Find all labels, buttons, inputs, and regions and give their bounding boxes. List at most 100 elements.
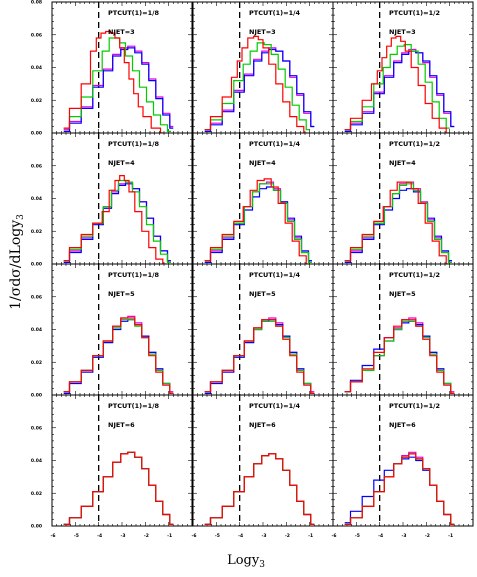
series-blue	[63, 451, 174, 525]
y-tick-label: 0.04	[31, 458, 42, 464]
series-blue	[204, 48, 315, 132]
series-red	[344, 319, 455, 394]
panel-frame	[51, 394, 193, 527]
series-group	[344, 317, 455, 394]
panel-4: 0.00 0.02 0.04 0.06 PTCUT(1)=1/8 NJET=4	[31, 132, 193, 268]
series-green	[344, 183, 452, 263]
series-red	[204, 319, 315, 394]
njet-annotation: NJET=5	[108, 290, 135, 298]
panel-frame	[51, 263, 193, 396]
y-tick-label: 0.00	[31, 524, 42, 530]
x-tick-label: -3	[402, 533, 407, 539]
series-group	[344, 35, 455, 133]
panel-frame	[332, 1, 474, 134]
x-tick-label: -3	[262, 533, 267, 539]
x-tick-label: -4	[97, 533, 102, 539]
x-tick-label: -2	[144, 533, 149, 539]
njet-annotation: NJET=3	[249, 28, 276, 36]
x-tick-label: -2	[425, 533, 430, 539]
series-red	[63, 317, 174, 394]
x-tick-label: -6	[332, 533, 337, 539]
ptcut-annotation: PTCUT(1)=1/8	[108, 271, 159, 279]
x-tick-label: -5	[215, 533, 220, 539]
series-group	[344, 181, 452, 264]
series-magenta	[204, 181, 312, 262]
series-blue	[344, 50, 455, 132]
y-tick-label: 0.02	[31, 360, 42, 366]
series-magenta	[63, 451, 174, 525]
y-axis-label-main: 1/σdσ/dLogy	[8, 220, 24, 310]
x-axis-label: Logy3	[227, 553, 265, 570]
y-tick-label: 0.00	[31, 131, 42, 137]
series-magenta	[344, 181, 452, 262]
series-red	[63, 451, 174, 525]
njet-annotation: NJET=6	[249, 421, 276, 429]
panel-frame	[332, 132, 474, 265]
series-red	[63, 30, 164, 133]
series-green	[63, 451, 174, 525]
series-red	[344, 453, 455, 525]
y-tick-label: 0.02	[31, 98, 42, 104]
panel-frame	[192, 1, 334, 134]
series-magenta	[204, 453, 315, 525]
ptcut-annotation: PTCUT(1)=1/8	[108, 140, 159, 148]
panel-12: -6 -5 -4 -3 -2 -1 PTCUT(1)=1/2 NJET=6	[332, 394, 474, 539]
x-axis-label-main: Logy	[227, 553, 260, 568]
ptcut-annotation: PTCUT(1)=1/2	[389, 9, 440, 17]
panel-1: 0.00 0.02 0.04 0.06 0.08 PTCUT(1)=1/8 NJET=3	[31, 0, 193, 137]
panel-frame	[192, 263, 334, 396]
njet-annotation: NJET=5	[249, 290, 276, 298]
series-green	[344, 44, 450, 131]
series-blue	[344, 188, 452, 263]
series-group	[204, 35, 315, 133]
panel-grid: 0.00 0.02 0.04 0.06 0.08 PTCUT(1)=1/8 NJET=3 PT…	[31, 0, 474, 539]
series-red	[344, 181, 450, 264]
series-group	[204, 178, 312, 264]
x-axis-label-subscript: 3	[259, 560, 265, 570]
x-tick-label: -6	[192, 533, 197, 539]
series-group	[204, 453, 315, 525]
x-tick-label: -1	[167, 533, 172, 539]
y-tick-label: 0.04	[31, 196, 42, 202]
y-axis-label-subscript: 3	[16, 214, 26, 220]
ptcut-annotation: PTCUT(1)=1/2	[389, 271, 440, 279]
njet-annotation: NJET=6	[389, 421, 416, 429]
series-red	[204, 453, 315, 525]
panel-8: PTCUT(1)=1/4 NJET=5	[192, 263, 334, 396]
x-tick-label: -6	[51, 533, 56, 539]
series-green	[204, 453, 315, 525]
series-group	[63, 30, 174, 133]
njet-annotation: NJET=4	[108, 159, 135, 167]
series-group	[63, 315, 174, 394]
panel-11: -6 -5 -4 -3 -2 -1 PTCUT(1)=1/4 NJET=6	[192, 394, 334, 539]
panel-7: 0.00 0.02 0.04 0.06 PTCUT(1)=1/8 NJET=5	[31, 263, 193, 399]
njet-annotation: NJET=4	[249, 159, 276, 167]
series-blue	[204, 453, 315, 525]
ptcut-annotation: PTCUT(1)=1/8	[108, 402, 159, 410]
y-tick-label: 0.00	[31, 262, 42, 268]
ptcut-annotation: PTCUT(1)=1/2	[389, 140, 440, 148]
y-tick-label: 0.02	[31, 491, 42, 497]
ptcut-annotation: PTCUT(1)=1/4	[249, 402, 300, 410]
x-tick-label: -1	[448, 533, 453, 539]
y-tick-label: 0.08	[31, 0, 42, 6]
series-blue	[204, 186, 312, 263]
y-tick-label: 0.06	[31, 294, 42, 300]
panel-6: PTCUT(1)=1/2 NJET=4	[332, 132, 474, 265]
panel-frame	[192, 394, 334, 527]
njet-annotation: NJET=6	[108, 421, 135, 429]
y-tick-label: 0.06	[31, 163, 42, 169]
panel-frame	[332, 263, 474, 396]
series-green	[63, 179, 171, 263]
ptcut-annotation: PTCUT(1)=1/4	[249, 271, 300, 279]
y-tick-label: 0.04	[31, 327, 42, 333]
njet-annotation: NJET=3	[108, 28, 135, 36]
ptcut-annotation: PTCUT(1)=1/2	[389, 402, 440, 410]
series-green	[204, 42, 310, 131]
series-red	[204, 35, 308, 133]
y-tick-label: 0.06	[31, 32, 42, 38]
njet-annotation: NJET=3	[389, 28, 416, 36]
series-red	[63, 175, 167, 264]
series-group	[63, 175, 171, 264]
x-tick-label: -1	[308, 533, 313, 539]
